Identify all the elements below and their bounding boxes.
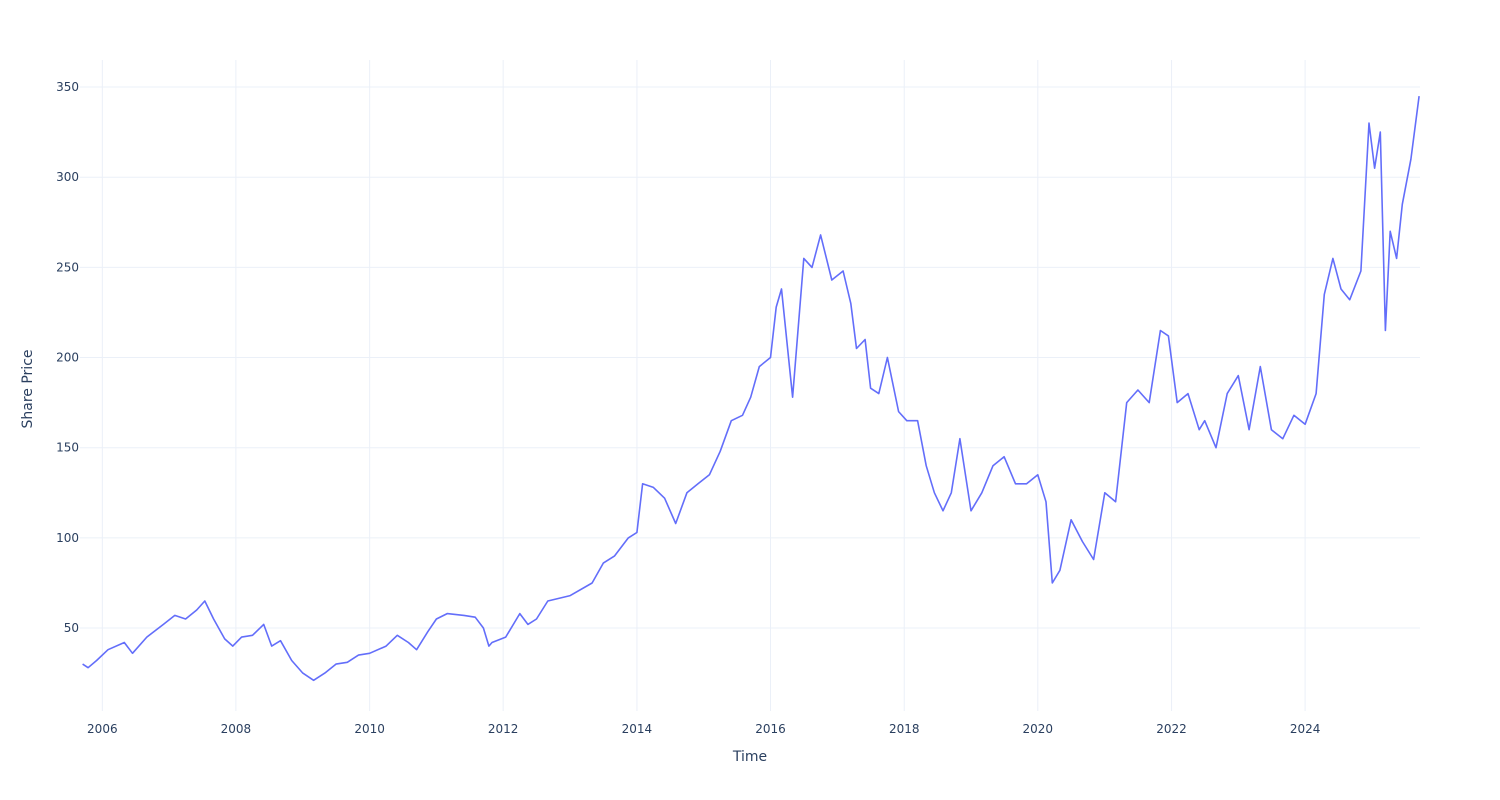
- plot-area: [82, 95, 1420, 682]
- x-tick-label: 2008: [221, 722, 252, 736]
- y-tick-label: 50: [64, 621, 79, 635]
- x-tick-label: 2024: [1290, 722, 1321, 736]
- y-tick-label: 150: [56, 441, 79, 455]
- x-tick-label: 2020: [1023, 722, 1054, 736]
- y-tick-label: 250: [56, 260, 79, 274]
- x-tick-label: 2022: [1156, 722, 1187, 736]
- x-tick-label: 2018: [889, 722, 920, 736]
- x-tick-label: 2010: [354, 722, 385, 736]
- x-tick-label: 2006: [87, 722, 118, 736]
- y-tick-label: 350: [56, 80, 79, 94]
- y-axis-ticks: 50 100 150 200 250 300 350: [56, 80, 79, 635]
- y-axis-title: Share Price: [20, 349, 36, 428]
- x-axis-title: Time: [732, 749, 767, 765]
- x-tick-label: 2014: [622, 722, 653, 736]
- x-axis-ticks: 2006 2008 2010 2012 2014 2016 2018 2020 2022 2024: [87, 722, 1320, 736]
- gridlines: [80, 60, 1420, 711]
- x-tick-label: 2012: [488, 722, 519, 736]
- series-line: [82, 95, 1420, 682]
- y-tick-label: 200: [56, 351, 79, 365]
- y-tick-label: 300: [56, 170, 79, 184]
- y-tick-label: 100: [56, 531, 79, 545]
- x-tick-label: 2016: [755, 722, 786, 736]
